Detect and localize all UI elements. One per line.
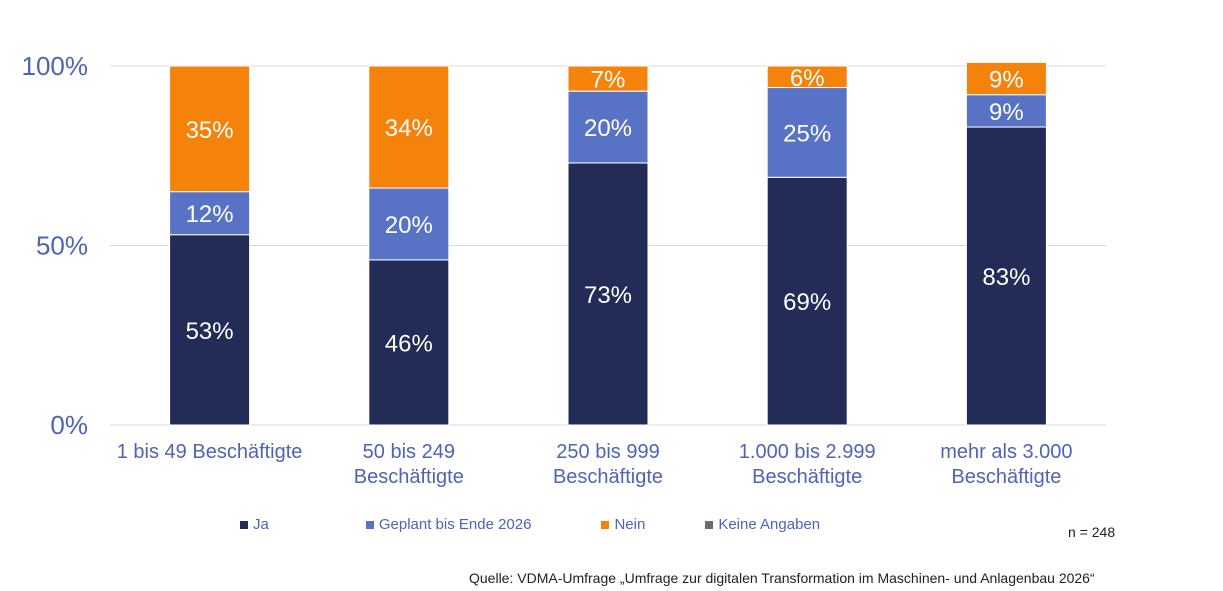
legend-item-ja: Ja xyxy=(240,516,269,533)
legend-item-nein: Nein xyxy=(601,516,645,533)
x-tick-label: mehr als 3.000 xyxy=(940,441,1072,463)
x-tick-label: 250 bis 999 xyxy=(556,441,659,463)
bar-segment xyxy=(368,187,450,261)
bar-segment xyxy=(766,87,848,178)
legend-swatch-geplant xyxy=(365,520,374,529)
data-label: 7% xyxy=(591,67,626,94)
data-label: 53% xyxy=(186,318,234,345)
y-tick-label: 0% xyxy=(50,410,88,440)
legend-item-geplant: Geplant bis Ende 2026 xyxy=(365,516,532,533)
source-note: Quelle: VDMA-Umfrage „Umfrage zur digita… xyxy=(469,570,1095,586)
data-label: 9% xyxy=(989,67,1024,94)
legend-swatch-nein xyxy=(601,520,610,529)
bar-segment xyxy=(368,65,450,189)
x-tick-label: 1.000 bis 2.999 xyxy=(739,441,876,463)
bar-segment xyxy=(965,61,1047,96)
x-tick-label: Beschäftigte xyxy=(752,466,862,488)
data-label: 9% xyxy=(989,99,1024,126)
x-tick-label: 1 bis 49 Beschäftigte xyxy=(117,441,303,463)
legend-label-ja: Ja xyxy=(253,516,269,533)
x-tick-label: Beschäftigte xyxy=(354,466,464,488)
bar-segment xyxy=(766,65,848,89)
data-label: 6% xyxy=(790,65,825,92)
bar-segment xyxy=(567,90,649,164)
data-label: 25% xyxy=(783,120,831,147)
data-label: 20% xyxy=(385,212,433,239)
x-tick-label: Beschäftigte xyxy=(951,466,1061,488)
legend-label-geplant: Geplant bis Ende 2026 xyxy=(378,516,532,533)
bar-segment xyxy=(169,234,251,426)
bar-segment xyxy=(965,126,1047,426)
bar-segment xyxy=(368,259,450,426)
data-label: 73% xyxy=(584,282,632,309)
data-label: 35% xyxy=(186,117,234,144)
x-tick-label: 50 bis 249 xyxy=(363,441,455,463)
bar-segment xyxy=(567,65,649,92)
bar-segment xyxy=(169,65,251,193)
data-label: 12% xyxy=(186,201,234,228)
data-label: 46% xyxy=(385,330,433,357)
legend-label-keine-angaben: Keine Angaben xyxy=(718,516,821,533)
bar-segment xyxy=(965,94,1047,128)
x-tick-label: Beschäftigte xyxy=(553,466,663,488)
legend-swatch-ja xyxy=(240,520,248,529)
data-label: 83% xyxy=(982,264,1030,291)
chart-svg: 0% 50% 100% 53% 12% 35% 1 bis 49 Beschäftigte 4… xyxy=(22,51,1106,488)
sample-size-note: n = 248 xyxy=(1068,524,1116,540)
legend-item-keine-angaben: Keine Angaben xyxy=(705,516,820,533)
legend-swatch-keine-angaben xyxy=(705,520,714,529)
bar-segment xyxy=(169,191,251,236)
y-tick-label: 50% xyxy=(36,231,88,261)
bar-segment xyxy=(567,162,649,426)
data-label: 69% xyxy=(783,289,831,316)
legend: Ja Geplant bis Ende 2026 Nein Keine Anga… xyxy=(240,516,880,533)
data-label: 34% xyxy=(385,115,433,142)
data-label: 20% xyxy=(584,115,632,142)
legend-label-nein: Nein xyxy=(614,516,646,533)
y-tick-label: 100% xyxy=(22,51,89,81)
